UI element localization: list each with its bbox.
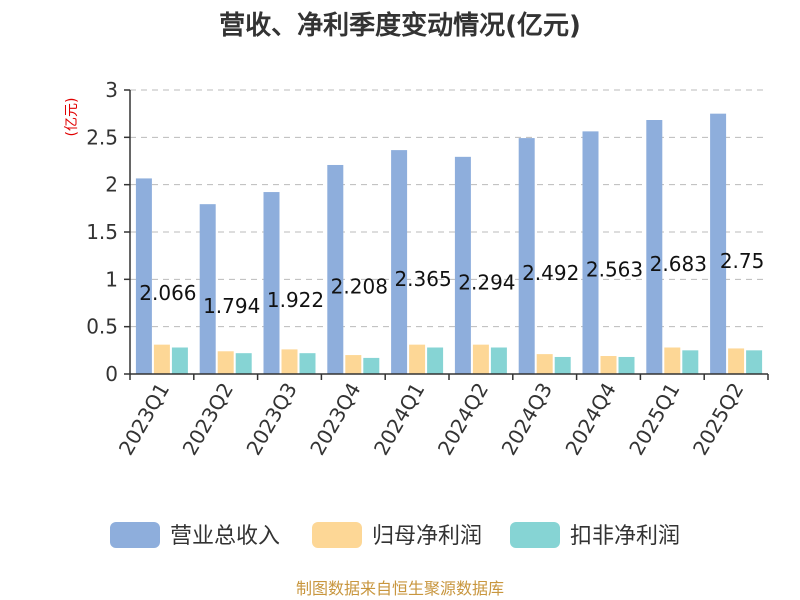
bar-deducted-profit [554,356,571,374]
data-label: 2.208 [331,274,388,298]
gridlines [130,89,768,328]
x-tick-label: 2024Q2 [433,379,493,460]
bar-net-profit [728,348,745,374]
y-axis-label: (亿元) [64,98,80,137]
data-label: 2.066 [139,281,196,305]
source-note: 制图数据来自恒生聚源数据库 [296,579,504,598]
y-tick-label: 1 [105,267,118,291]
data-label: 2.563 [586,258,643,282]
legend-swatch [312,522,362,548]
x-tick-label: 2023Q1 [114,379,174,460]
bar-net-profit [153,344,170,374]
y-axis-ticks: 0 0.5 1 1.5 2 2.5 3 [86,78,131,386]
x-tick-label: 2023Q4 [305,379,365,460]
bar-deducted-profit [746,350,763,374]
x-tick-label: 2023Q2 [178,379,238,460]
bar-net-profit [472,344,489,374]
bar-revenue [135,178,152,374]
bar-revenue [199,204,216,374]
chart-title: 营收、净利季度变动情况(亿元) [219,10,581,41]
bar-net-profit [409,344,426,374]
x-tick-label: 2025Q2 [688,379,748,460]
y-tick-label: 0 [105,362,118,386]
legend-label: 营业总收入 [170,524,280,549]
bar-deducted-profit [490,347,507,374]
bars [135,113,763,375]
legend-swatch [110,522,160,548]
data-label: 2.75 [720,249,765,273]
x-axis: 2023Q1 2023Q2 2023Q3 2023Q4 2024Q1 2024Q2 2024… [114,373,769,460]
bar-deducted-profit [682,350,699,374]
x-tick-label: 2025Q1 [624,379,684,460]
bar-net-profit [664,347,681,374]
bar-deducted-profit [618,356,635,374]
data-label: 1.922 [267,288,324,312]
bar-deducted-profit [363,357,380,374]
bar-net-profit [217,351,234,374]
data-label: 2.683 [650,252,707,276]
bar-revenue [646,120,663,374]
bar-deducted-profit [171,347,188,374]
bar-net-profit [281,349,298,374]
legend-label: 归母净利润 [372,524,482,549]
bar-net-profit [536,354,553,374]
bar-revenue [518,138,535,374]
data-label: 2.294 [458,270,515,294]
y-tick-label: 1.5 [86,220,118,244]
legend: 营业总收入 归母净利润 扣非净利润 [110,522,680,549]
bar-revenue [454,156,471,374]
bar-revenue [263,192,280,374]
x-tick-label: 2023Q3 [241,379,301,460]
data-label: 1.794 [203,294,260,318]
y-tick-label: 2.5 [86,125,118,149]
legend-swatch [510,522,560,548]
bar-net-profit [600,356,617,374]
bar-revenue [582,131,599,374]
y-tick-label: 3 [105,78,118,102]
y-tick-label: 2 [105,173,118,197]
legend-label: 扣非净利润 [570,524,680,549]
y-tick-label: 0.5 [86,315,118,339]
x-tick-label: 2024Q1 [369,379,429,460]
data-labels: 2.066 1.794 1.922 2.208 2.365 2.294 2.492 2.563… [139,249,764,318]
bar-deducted-profit [299,353,316,374]
data-label: 2.492 [522,261,579,285]
bar-deducted-profit [427,347,444,374]
bar-revenue [391,150,408,374]
x-tick-label: 2024Q3 [497,379,557,460]
data-label: 2.365 [394,267,451,291]
x-tick-label: 2024Q4 [560,379,620,460]
bar-net-profit [345,355,362,374]
bar-revenue [710,113,727,375]
bar-deducted-profit [235,353,252,374]
bar-revenue [327,164,344,374]
